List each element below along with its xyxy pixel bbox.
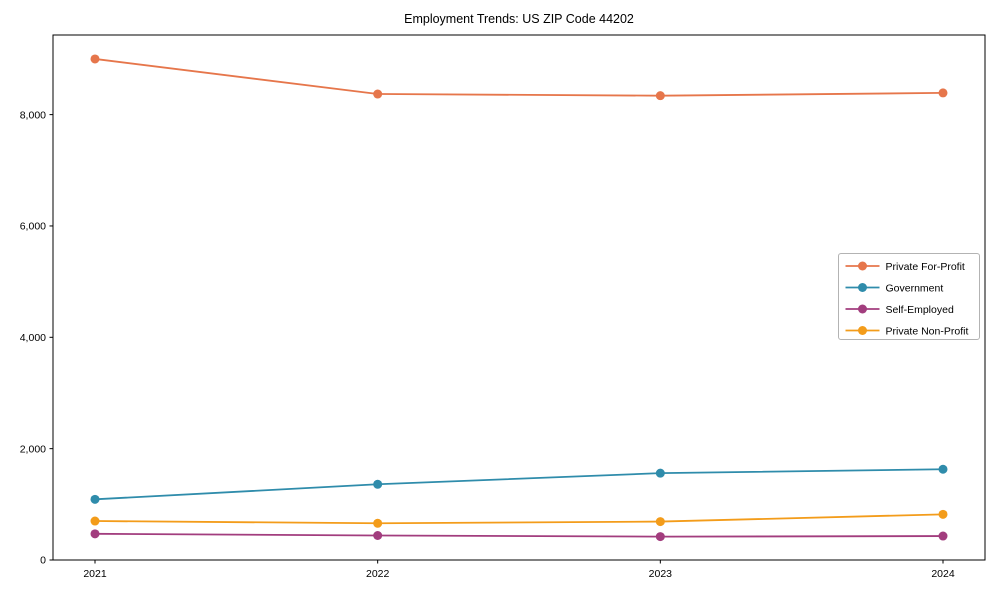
data-point-marker — [373, 479, 383, 489]
legend-marker — [858, 304, 867, 314]
legend-label: Private For-Profit — [886, 261, 965, 273]
data-point-marker — [373, 531, 383, 541]
data-point-marker — [373, 518, 383, 528]
legend-label: Government — [886, 282, 944, 294]
y-tick-label: 2,000 — [20, 443, 46, 455]
legend-marker — [858, 261, 867, 271]
legend: Private For-Profit Government Self-Employe… — [838, 253, 980, 340]
y-tick-label: 4,000 — [20, 332, 46, 344]
legend-item: Private Non-Profit — [845, 325, 969, 337]
x-tick-label: 2024 — [931, 568, 955, 580]
legend-item: Private For-Profit — [845, 261, 965, 273]
data-point-marker — [90, 54, 100, 64]
data-point-marker — [655, 532, 665, 542]
chart-title: Employment Trends: US ZIP Code 44202 — [404, 12, 634, 26]
series-line — [94, 532, 944, 538]
data-point-marker — [655, 517, 665, 527]
x-tick-label: 2023 — [649, 568, 673, 580]
data-point-marker — [90, 529, 100, 539]
legend-marker — [858, 326, 867, 335]
data-point-marker — [938, 531, 948, 541]
y-tick-label: 6,000 — [20, 221, 46, 233]
data-point-marker — [655, 91, 665, 101]
data-point-marker — [938, 509, 948, 519]
legend-label: Private Non-Profit — [886, 325, 969, 337]
data-point-marker — [90, 516, 100, 526]
y-tick-label: 8,000 — [20, 109, 46, 121]
series-line — [94, 468, 944, 501]
data-point-marker — [655, 468, 665, 478]
series-line — [94, 58, 944, 97]
plot-area — [52, 34, 986, 561]
legend-item: Government — [845, 282, 944, 294]
legend-item: Self-Employed — [845, 304, 954, 316]
data-point-marker — [373, 89, 383, 99]
legend-frame — [838, 253, 980, 340]
series-line — [94, 513, 944, 525]
data-point-marker — [938, 88, 948, 98]
x-tick-label: 2022 — [366, 568, 390, 580]
y-tick-label: 0 — [40, 555, 46, 567]
x-tick-label: 2021 — [83, 568, 107, 580]
legend-label: Self-Employed — [886, 304, 954, 316]
legend-marker — [858, 283, 867, 292]
data-point-marker — [938, 464, 948, 474]
data-point-marker — [90, 494, 100, 504]
